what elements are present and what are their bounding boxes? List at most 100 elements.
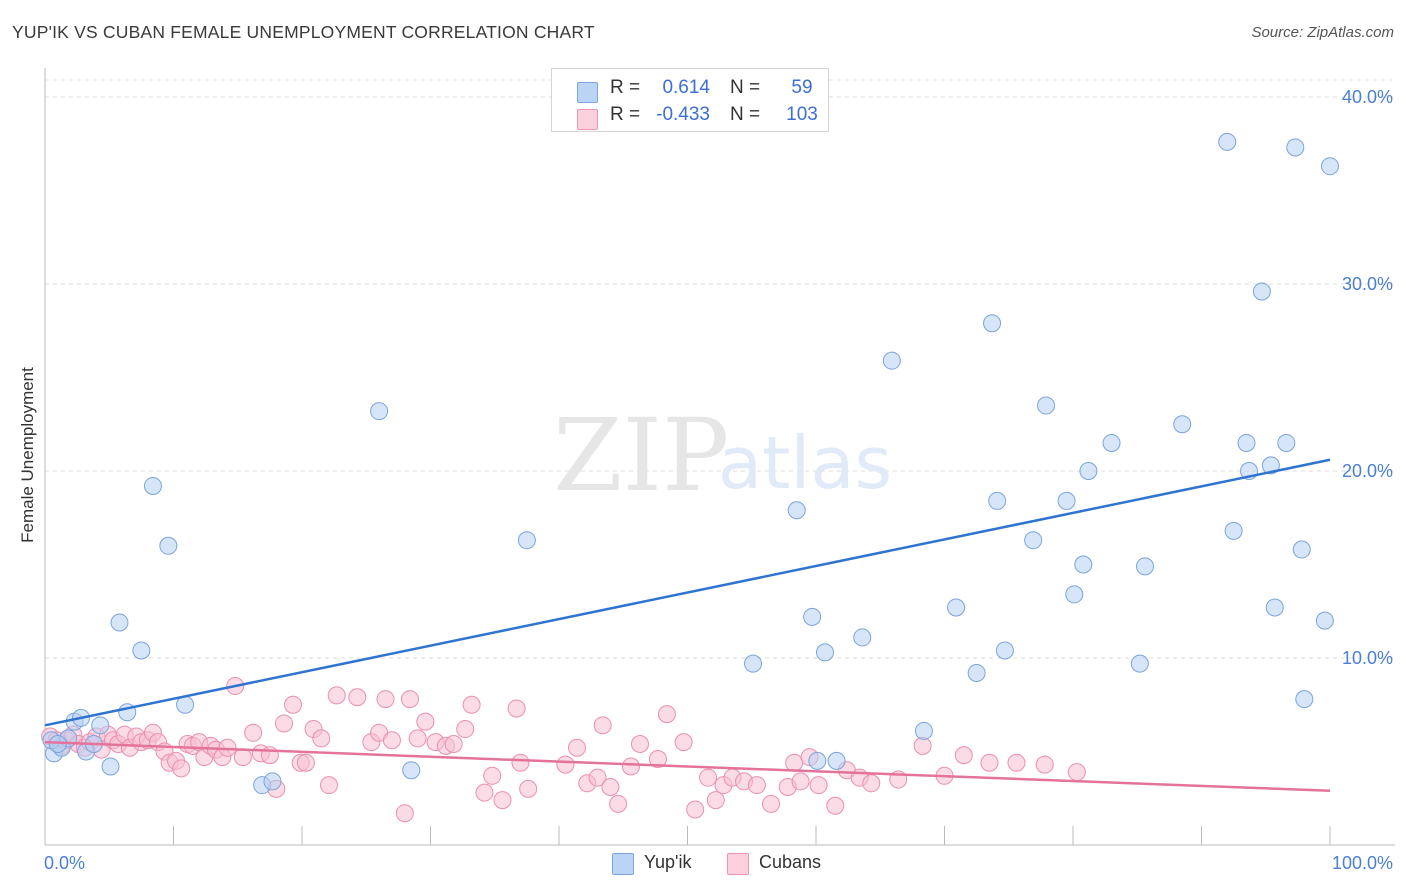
- legend-n-label: N =: [730, 77, 761, 98]
- cubans-point-51: [395, 804, 414, 823]
- cubans-point-79: [699, 768, 718, 787]
- cubans-point-102: [1067, 763, 1086, 782]
- cubans-point-66: [556, 755, 575, 774]
- yupik-point-9: [110, 613, 129, 632]
- yupik-point-51: [1277, 433, 1296, 452]
- cubans-point-99: [980, 753, 999, 772]
- cubans-points: [41, 677, 1086, 823]
- cubans-point-88: [791, 772, 810, 791]
- cubans-point-75: [648, 749, 667, 768]
- yupik-point-54: [1295, 690, 1314, 709]
- cubans-point-67: [567, 738, 586, 757]
- cubans-point-62: [493, 791, 512, 810]
- yupik-point-46: [1237, 433, 1256, 452]
- chart-title: YUP'IK VS CUBAN FEMALE UNEMPLOYMENT CORR…: [12, 22, 595, 42]
- cubans-point-45: [327, 686, 346, 705]
- cubans-point-76: [657, 705, 676, 724]
- legend-n-value-cubans: 103: [786, 104, 818, 125]
- legend-row-cubans: R = -0.433 N = 103: [552, 104, 828, 130]
- cubans-point-72: [609, 794, 628, 813]
- yupik-point-43: [1173, 415, 1192, 434]
- legend-r-label: R =: [610, 77, 641, 98]
- cubans-point-64: [511, 753, 530, 772]
- cubans-point-50: [376, 690, 395, 709]
- legend-r-value-yupik: 0.614: [662, 77, 710, 98]
- yupik-point-32: [988, 491, 1007, 510]
- source-label: Source: ZipAtlas.com: [1251, 24, 1394, 41]
- cubans-point-46: [348, 688, 367, 707]
- yupik-point-18: [402, 761, 421, 780]
- cubans-point-43: [312, 729, 331, 748]
- cubans-point-91: [826, 796, 845, 815]
- cubans-point-34: [244, 723, 263, 742]
- yupik-point-11: [132, 641, 151, 660]
- y-tick-label-20: 20.0%: [1342, 461, 1393, 481]
- yupik-point-53: [1292, 540, 1311, 559]
- cubans-point-71: [593, 716, 612, 735]
- cubans-point-52: [400, 690, 419, 709]
- cubans-point-33: [233, 748, 252, 767]
- cubans-point-57: [444, 735, 463, 754]
- yupik-point-23: [808, 751, 827, 770]
- cubans-point-70: [601, 778, 620, 797]
- legend-n-value-yupik: 59: [791, 77, 813, 98]
- cubans-point-39: [284, 695, 303, 714]
- yupik-point-35: [1037, 396, 1056, 415]
- cubans-point-77: [674, 733, 693, 752]
- yupik-point-24: [815, 643, 834, 662]
- cubans-legend-label: Cubans: [759, 852, 822, 872]
- yupik-point-27: [882, 351, 901, 370]
- cubans-point-73: [621, 757, 640, 776]
- yupik-point-50: [1265, 598, 1284, 617]
- yupik-point-29: [947, 598, 966, 617]
- tick-labels: 10.0% 20.0% 30.0% 40.0% 0.0% 100.0%: [44, 87, 1393, 873]
- cubans-point-54: [416, 712, 435, 731]
- legend-n-label: N =: [730, 104, 761, 125]
- yupik-point-42: [1135, 557, 1154, 576]
- cubans-point-87: [785, 753, 804, 772]
- x-tick-label-max: 100.0%: [1332, 853, 1393, 873]
- yupik-point-36: [1057, 491, 1076, 510]
- yupik-point-48: [1252, 282, 1271, 301]
- cubans-point-94: [862, 774, 881, 793]
- yupik-legend-swatch: [612, 853, 634, 875]
- yupik-point-28: [914, 721, 933, 740]
- cubans-point-69: [588, 768, 607, 787]
- cubans-point-49: [382, 731, 401, 750]
- cubans-point-101: [1035, 755, 1054, 774]
- cubans-point-65: [519, 779, 538, 798]
- correlation-legend: R = 0.614 N = 59 R = -0.433 N = 103: [551, 68, 829, 132]
- y-tick-label-10: 10.0%: [1342, 648, 1393, 668]
- yupik-legend-label: Yup'ik: [644, 852, 692, 872]
- yupik-point-16: [263, 772, 282, 791]
- yupik-swatch: [577, 82, 598, 103]
- watermark: ZIP atlas: [553, 397, 892, 514]
- grid-lines: [45, 79, 1395, 659]
- yupik-trend-line: [44, 458, 1331, 727]
- cubans-swatch: [577, 109, 598, 130]
- yupik-point-17: [370, 402, 389, 421]
- watermark-atlas-text: atlas: [718, 421, 892, 505]
- cubans-point-85: [762, 794, 781, 813]
- x-tick-label-min: 0.0%: [44, 853, 85, 873]
- cubans-point-74: [630, 735, 649, 754]
- yupik-point-26: [853, 628, 872, 647]
- cubans-point-78: [686, 800, 705, 819]
- cubans-point-38: [275, 714, 294, 733]
- cubans-point-98: [954, 746, 973, 765]
- yupik-point-13: [159, 536, 178, 555]
- yupik-point-31: [983, 314, 1002, 333]
- yupik-point-39: [1079, 462, 1098, 480]
- cubans-point-100: [1007, 753, 1026, 772]
- cubans-point-53: [408, 729, 427, 748]
- trend-lines: [44, 458, 1331, 793]
- cubans-point-84: [747, 776, 766, 795]
- yupik-point-45: [1224, 521, 1243, 540]
- yupik-point-7: [91, 716, 110, 735]
- yupik-point-25: [827, 751, 846, 770]
- yupik-point-21: [787, 501, 806, 520]
- cubans-point-63: [507, 699, 526, 718]
- cubans-point-58: [456, 720, 475, 739]
- y-tick-label-30: 30.0%: [1342, 274, 1393, 294]
